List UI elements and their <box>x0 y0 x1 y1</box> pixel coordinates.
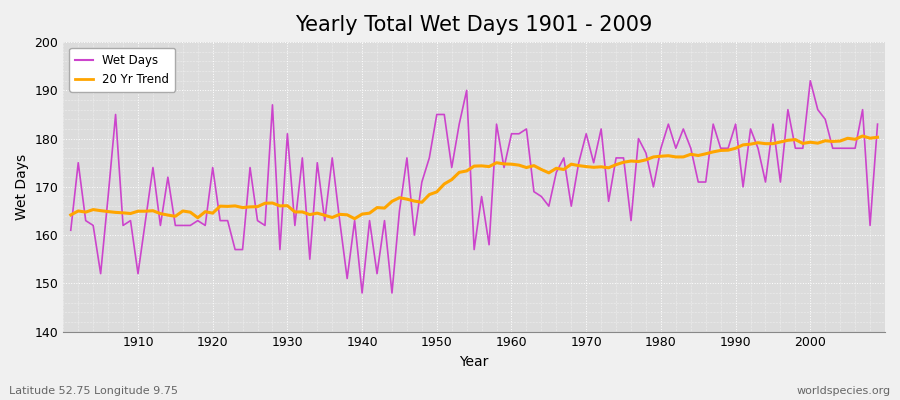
20 Yr Trend <box>514 163 525 168</box>
20 Yr Trend <box>603 165 614 170</box>
Wet Days <box>805 78 815 83</box>
20 Yr Trend <box>872 135 883 140</box>
Wet Days <box>506 131 517 136</box>
Text: Latitude 52.75 Longitude 9.75: Latitude 52.75 Longitude 9.75 <box>9 386 178 396</box>
20 Yr Trend <box>125 211 136 216</box>
Wet Days <box>356 290 367 295</box>
20 Yr Trend <box>290 210 301 214</box>
Wet Days <box>125 218 136 223</box>
20 Yr Trend <box>506 162 517 166</box>
X-axis label: Year: Year <box>460 355 489 369</box>
20 Yr Trend <box>857 134 868 138</box>
Line: 20 Yr Trend: 20 Yr Trend <box>71 136 878 219</box>
Text: worldspecies.org: worldspecies.org <box>796 386 891 396</box>
20 Yr Trend <box>334 212 345 217</box>
Y-axis label: Wet Days: Wet Days <box>15 154 29 220</box>
20 Yr Trend <box>66 212 77 217</box>
Wet Days <box>334 218 345 223</box>
Line: Wet Days: Wet Days <box>71 81 878 293</box>
Wet Days <box>290 223 301 228</box>
Wet Days <box>603 199 614 204</box>
Wet Days <box>872 122 883 126</box>
Wet Days <box>514 131 525 136</box>
Title: Yearly Total Wet Days 1901 - 2009: Yearly Total Wet Days 1901 - 2009 <box>295 15 652 35</box>
20 Yr Trend <box>349 216 360 221</box>
Wet Days <box>66 228 77 233</box>
Legend: Wet Days, 20 Yr Trend: Wet Days, 20 Yr Trend <box>69 48 176 92</box>
